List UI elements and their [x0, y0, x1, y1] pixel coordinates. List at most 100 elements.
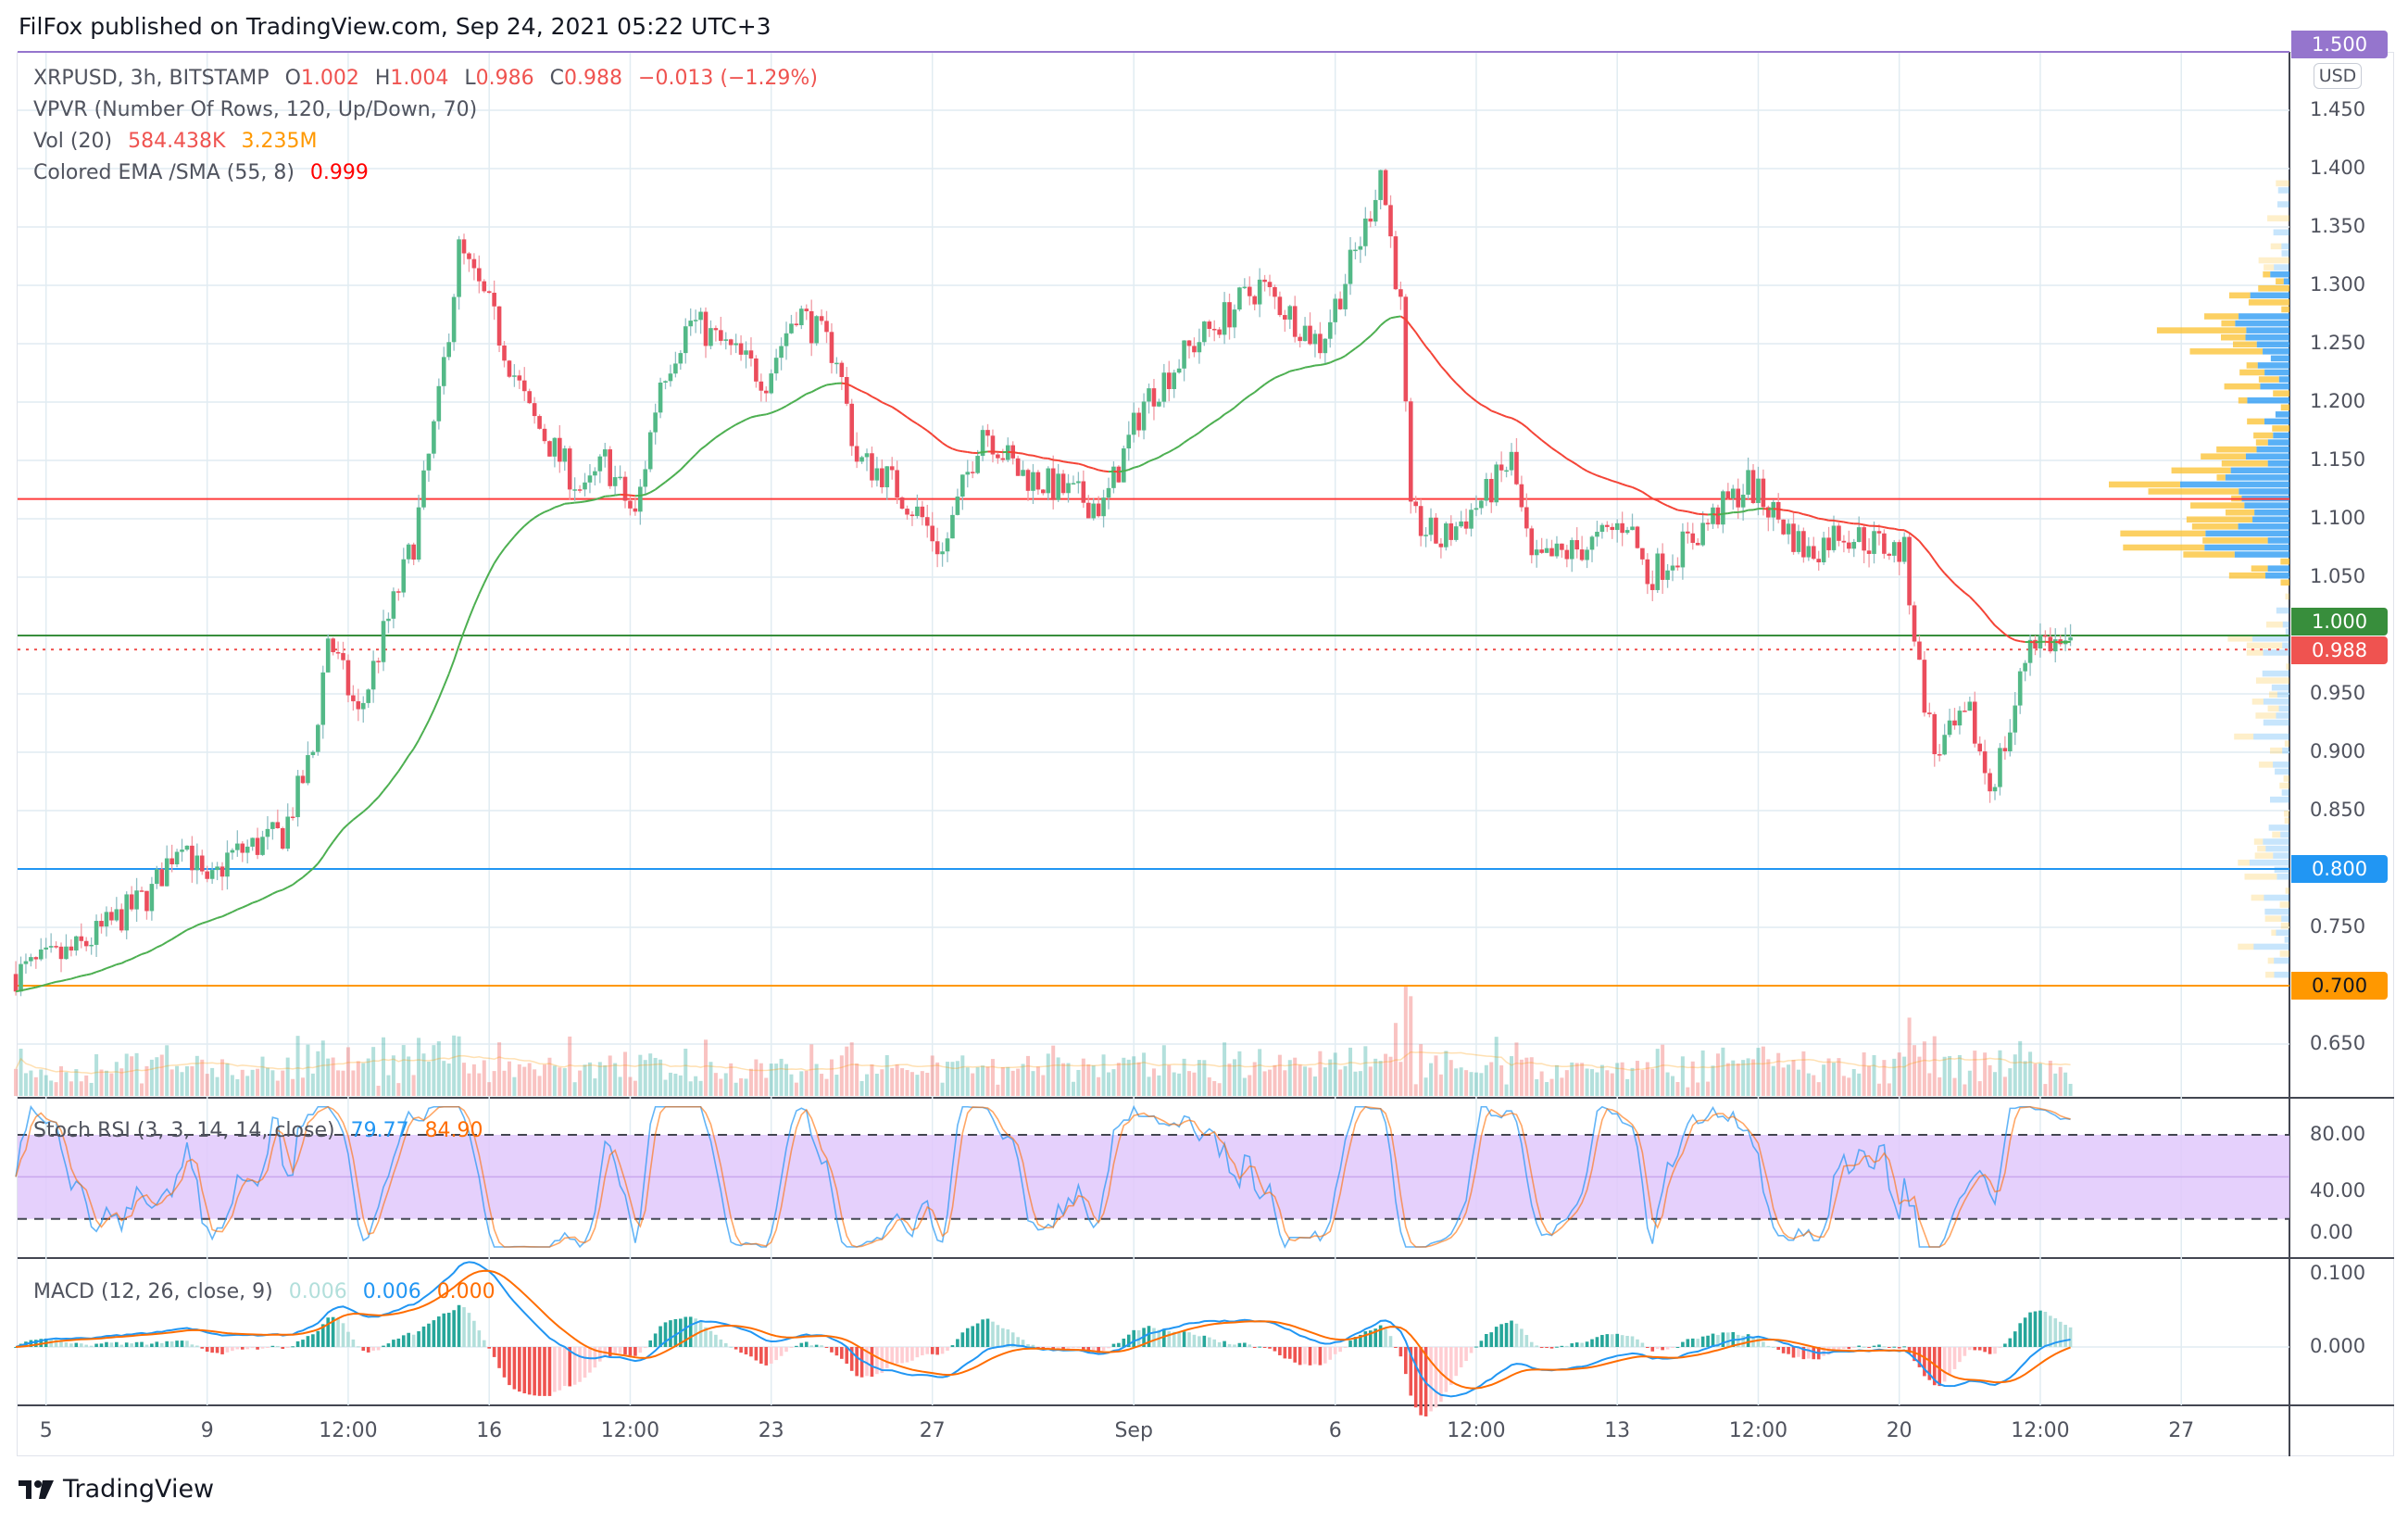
ema-line-segment	[191, 924, 198, 929]
macd-histogram-bar	[1237, 1342, 1242, 1347]
macd-histogram-bar	[1454, 1347, 1458, 1377]
tradingview-logo[interactable]: TradingView	[19, 1475, 214, 1504]
volume-bar	[2018, 1040, 2023, 1096]
ema-line-segment	[1622, 483, 1628, 487]
stoch-rsi-legend[interactable]: Stoch RSI (3, 3, 14, 14, close) 79.77 84…	[33, 1119, 493, 1142]
low-label: L	[464, 67, 476, 90]
volume-legend[interactable]: Vol (20) 584.438K 3.235M	[33, 130, 326, 153]
candle-body	[870, 453, 874, 481]
ema-line-segment	[1370, 330, 1376, 337]
volume-bar	[69, 1081, 73, 1096]
candle-body	[250, 837, 255, 847]
ema-line-segment	[1918, 540, 1925, 548]
volume-bar	[245, 1076, 250, 1096]
candle-body	[461, 239, 467, 254]
candle-body	[1599, 524, 1605, 533]
volume-bar	[1539, 1071, 1544, 1096]
volume-bar	[1675, 1082, 1680, 1096]
macd-histogram-bar	[1721, 1332, 1725, 1347]
macd-histogram-bar	[1812, 1347, 1816, 1360]
vpvr-down-bar	[2283, 775, 2289, 782]
currency-button[interactable]: USD	[2314, 63, 2362, 89]
volume-bar	[220, 1059, 225, 1096]
macd-histogram-bar	[1172, 1331, 1176, 1347]
candle-body	[1428, 517, 1434, 535]
ema-line-segment	[670, 472, 677, 479]
macd-histogram-bar	[64, 1341, 69, 1347]
macd-histogram-bar	[875, 1347, 879, 1375]
volume-bar	[1993, 1072, 1998, 1096]
macd-histogram-bar	[915, 1347, 920, 1358]
macd-histogram-bar	[572, 1347, 577, 1385]
candle-body	[547, 441, 552, 457]
candle-body	[1151, 388, 1157, 407]
ema-legend[interactable]: Colored EMA /SMA (55, 8) 0.999	[33, 161, 378, 184]
volume-bar	[2063, 1072, 2068, 1096]
ema-line-segment	[1480, 404, 1487, 409]
candle-body	[593, 471, 597, 476]
candle-body	[1821, 537, 1826, 562]
candle-body	[119, 909, 124, 931]
vpvr-up-bar	[2256, 446, 2289, 453]
volume-bar	[1151, 1068, 1156, 1096]
macd-histogram-bar	[320, 1324, 325, 1347]
volume-bar	[1006, 1066, 1010, 1096]
candle-body	[225, 852, 230, 877]
macd-histogram-bar	[744, 1347, 748, 1355]
ema-line-segment	[659, 481, 667, 487]
ema-line-segment	[851, 384, 858, 390]
volume-bar	[2033, 1064, 2038, 1096]
volume-bar	[704, 1039, 709, 1096]
candle-body	[1549, 548, 1554, 557]
macd-histogram-bar	[1394, 1347, 1398, 1348]
macd-histogram-bar	[1605, 1334, 1610, 1347]
volume-bar	[1172, 1072, 1176, 1096]
candle-body	[1222, 302, 1227, 335]
volume-bar	[1927, 1073, 1932, 1096]
price-axis-tick: 0.950	[2310, 682, 2366, 704]
vpvr-legend[interactable]: VPVR (Number Of Rows, 120, Up/Down, 70)	[33, 98, 486, 121]
macd-histogram-bar	[633, 1347, 637, 1356]
macd-legend[interactable]: MACD (12, 26, close, 9) 0.006 0.006 0.00…	[33, 1280, 505, 1303]
candle-body	[496, 306, 502, 346]
volume-bar	[1197, 1060, 1201, 1096]
candle-body	[1388, 205, 1393, 237]
volume-bar	[1252, 1062, 1257, 1096]
macd-histogram-bar	[155, 1341, 159, 1347]
ema-line-segment	[422, 720, 430, 732]
volume-bar	[331, 1057, 335, 1096]
volume-bar	[1761, 1046, 1765, 1096]
vpvr-up-bar	[2274, 957, 2289, 964]
ema-line-segment	[781, 405, 787, 409]
volume-bar	[345, 1047, 350, 1096]
macd-histogram-bar	[1082, 1347, 1085, 1350]
macd-histogram-bar	[930, 1347, 934, 1354]
candle-body	[341, 652, 345, 661]
ema-line-segment	[66, 977, 72, 981]
volume-bar	[1398, 1062, 1403, 1096]
volume-bar	[537, 1076, 542, 1096]
volume-bar	[1489, 1062, 1494, 1096]
candle-body	[1640, 548, 1645, 560]
ema-line-segment	[1687, 510, 1693, 514]
candle-body	[29, 957, 33, 962]
macd-histogram-bar	[487, 1347, 491, 1349]
candle-body	[1816, 559, 1821, 562]
macd-histogram-bar	[956, 1339, 959, 1347]
candle-body	[713, 328, 719, 331]
ema-line-segment	[1515, 419, 1523, 424]
macd-histogram-bar	[1091, 1347, 1096, 1353]
vpvr-up-bar	[2268, 824, 2289, 831]
ema-line-segment	[1511, 417, 1517, 422]
volume-bar	[1882, 1060, 1887, 1096]
vpvr-up-bar	[2270, 796, 2289, 803]
macd-histogram-bar	[1671, 1347, 1674, 1349]
candle-body	[854, 446, 859, 462]
candle-body	[945, 538, 950, 552]
ema-line-segment	[146, 949, 153, 954]
volume-bar	[593, 1078, 597, 1096]
volume-bar	[1459, 1067, 1463, 1096]
candle-body	[1202, 321, 1207, 343]
macd-histogram-bar	[638, 1347, 643, 1353]
